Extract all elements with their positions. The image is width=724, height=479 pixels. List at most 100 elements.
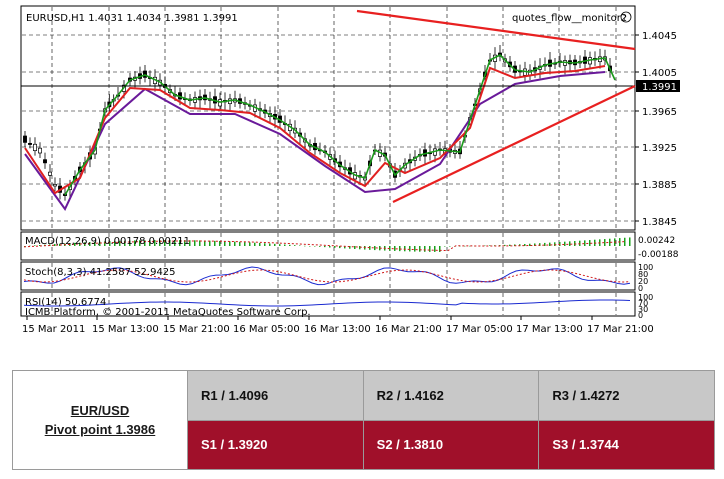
rsi-label: RSI(14) 50.6774	[25, 297, 106, 308]
time-tick: 17 Mar 21:00	[587, 324, 654, 335]
macd-bar	[274, 243, 276, 246]
macd-bar	[554, 242, 556, 246]
price-tick: 1.3925	[642, 143, 677, 154]
macd-bar	[89, 242, 91, 246]
macd-bar	[134, 240, 136, 246]
stoch-axis-0: 0	[638, 284, 643, 293]
macd-bar	[509, 244, 511, 246]
macd-bar	[79, 242, 81, 246]
macd-bar	[259, 242, 261, 246]
macd-bar	[104, 241, 106, 246]
indicator-title: quotes_flow__monitor2	[512, 13, 627, 24]
macd-bar	[289, 244, 291, 246]
time-tick: 15 Mar 21:00	[163, 324, 230, 335]
stoch-panel	[20, 261, 636, 291]
macd-bar	[29, 245, 31, 247]
current-price-tag	[636, 80, 680, 92]
macd-bar	[74, 242, 76, 246]
macd-bar	[109, 241, 111, 246]
price-tick: 1.3965	[642, 107, 677, 118]
macd-bar	[434, 246, 436, 252]
macd-bar	[444, 245, 446, 247]
price-tick: 1.3845	[642, 217, 677, 228]
macd-bar	[464, 245, 466, 247]
pair-cell: EUR/USD Pivot point 1.3986	[12, 370, 188, 470]
macd-bar	[194, 240, 196, 246]
s1-cell: S1 / 1.3920	[187, 419, 364, 470]
macd-bar	[129, 240, 131, 246]
macd-bar	[114, 240, 116, 246]
macd-axis-top: 0.00242	[638, 236, 675, 246]
macd-bar	[119, 240, 121, 246]
macd-bar	[304, 245, 306, 247]
ma-mid-line	[24, 65, 606, 195]
macd-bar	[394, 246, 396, 251]
macd-bar	[624, 237, 626, 246]
pivot-point: Pivot point 1.3986	[44, 422, 156, 437]
macd-bar	[519, 244, 521, 246]
candle-body	[23, 135, 27, 143]
time-tick: 17 Mar 05:00	[446, 324, 513, 335]
ma-slow-line	[24, 71, 606, 211]
time-tick: 16 Mar 05:00	[233, 324, 300, 335]
r1-cell: R1 / 1.4096	[187, 370, 364, 421]
macd-bar	[204, 240, 206, 246]
resistance-row: EUR/USD Pivot point 1.3986 R1 / 1.4096 R…	[12, 370, 715, 470]
stoch-axis-80: 80	[638, 270, 648, 279]
macd-bar	[344, 246, 346, 249]
rsi-axis-100: 100	[638, 293, 653, 302]
support-trendline	[392, 85, 636, 203]
r2-cell: R2 / 1.4162	[362, 370, 540, 421]
macd-bar	[544, 242, 546, 246]
macd-bar	[294, 245, 296, 246]
macd-bar	[469, 245, 471, 247]
macd-bar	[54, 244, 56, 246]
macd-bar	[284, 244, 286, 246]
macd-label: MACD(12,26,9) 0.00178 0.00211	[25, 236, 190, 247]
macd-bar	[329, 246, 331, 248]
macd-bar	[409, 246, 411, 252]
symbol-header: EURUSD,H1 1.4031 1.4034 1.3981 1.3991	[26, 13, 238, 24]
macd-bar	[449, 245, 451, 247]
macd-bar	[209, 240, 211, 246]
macd-bar	[514, 244, 516, 246]
macd-bar	[184, 240, 186, 246]
macd-bar	[169, 240, 171, 246]
macd-bar	[249, 242, 251, 246]
candle-body	[28, 142, 32, 145]
macd-bar	[34, 245, 36, 246]
stoch-axis-100: 100	[638, 263, 653, 272]
svg-text:?: ?	[623, 14, 627, 22]
macd-bar	[524, 243, 526, 246]
candle-body	[48, 171, 52, 176]
r3-cell: R3 / 1.4272	[538, 370, 715, 421]
candle-body	[38, 147, 42, 154]
time-tick: 16 Mar 13:00	[304, 324, 371, 335]
macd-bar	[94, 241, 96, 246]
macd-bar	[214, 240, 216, 246]
macd-bar	[359, 246, 361, 250]
time-tick: 16 Mar 21:00	[375, 324, 442, 335]
macd-bar	[59, 243, 61, 246]
s2-cell: S2 / 1.3810	[362, 419, 540, 470]
price-chart[interactable]: EURUSD,H1 1.4031 1.4034 1.3981 1.3991 qu…	[0, 0, 724, 340]
macd-bar	[254, 242, 256, 246]
main-panel	[20, 5, 636, 231]
candle-body	[33, 143, 37, 152]
macd-bar	[569, 241, 571, 246]
rsi-axis-70: 70	[638, 299, 648, 308]
macd-bar	[149, 240, 151, 246]
macd-bar	[174, 240, 176, 246]
macd-bar	[229, 241, 231, 246]
macd-bar	[504, 244, 506, 246]
macd-bar	[429, 246, 431, 252]
pair-name: EUR/USD	[70, 403, 130, 418]
macd-bar	[374, 246, 376, 251]
macd-bar	[164, 240, 166, 246]
macd-bar	[39, 245, 41, 246]
macd-bar	[279, 244, 281, 246]
indicator-help-icon[interactable]	[620, 11, 632, 23]
macd-bar	[239, 241, 241, 246]
macd-bar	[234, 241, 236, 246]
macd-bar	[584, 240, 586, 246]
